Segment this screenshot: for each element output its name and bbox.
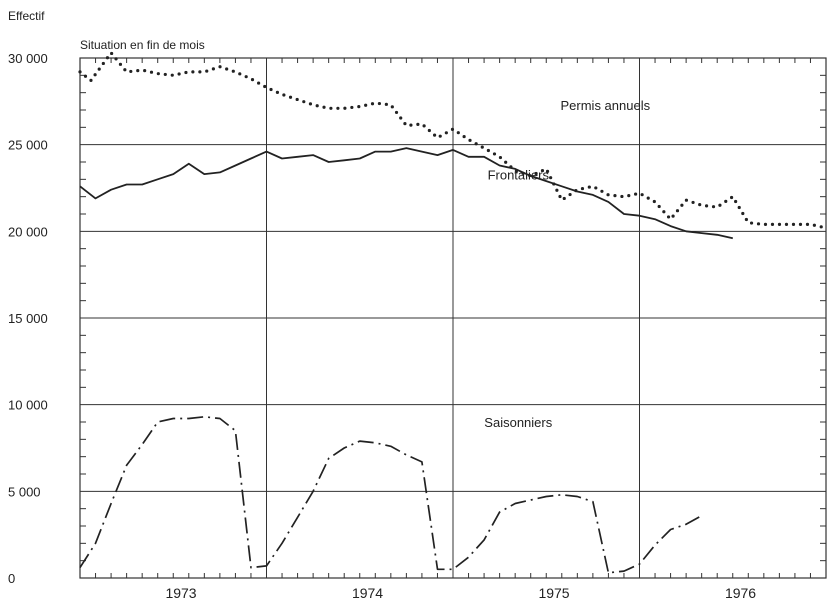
- y-tick-label: 5 000: [8, 484, 41, 499]
- y-tick-label: 10 000: [8, 398, 48, 413]
- x-year-label: 1975: [538, 585, 569, 601]
- y-tick-label: 20 000: [8, 224, 48, 239]
- y-tick-label: 30 000: [8, 51, 48, 66]
- series-label-1: Frontaliers: [488, 167, 550, 182]
- y-tick-label: 25 000: [8, 138, 48, 153]
- chart-subtitle: Situation en fin de mois: [80, 38, 205, 52]
- y-tick-label: 0: [8, 571, 15, 586]
- series-label-0: Permis annuels: [561, 98, 651, 113]
- y-tick-label: 15 000: [8, 311, 48, 326]
- grid: [79, 57, 827, 579]
- x-year-label: 1974: [352, 585, 383, 601]
- series-line-0: [78, 51, 828, 230]
- series-label-2: Saisonniers: [484, 415, 552, 430]
- x-year-label: 1973: [165, 585, 196, 601]
- series-line-2: [79, 415, 703, 574]
- chart-labels: 0 5 000 10 000 15 000 20 000 25 000 30 000 1973…: [8, 51, 756, 601]
- y-axis-title: Effectif: [8, 9, 45, 23]
- series-lines: [78, 51, 828, 574]
- series-line-1: [79, 147, 733, 240]
- x-year-label: 1976: [725, 585, 756, 601]
